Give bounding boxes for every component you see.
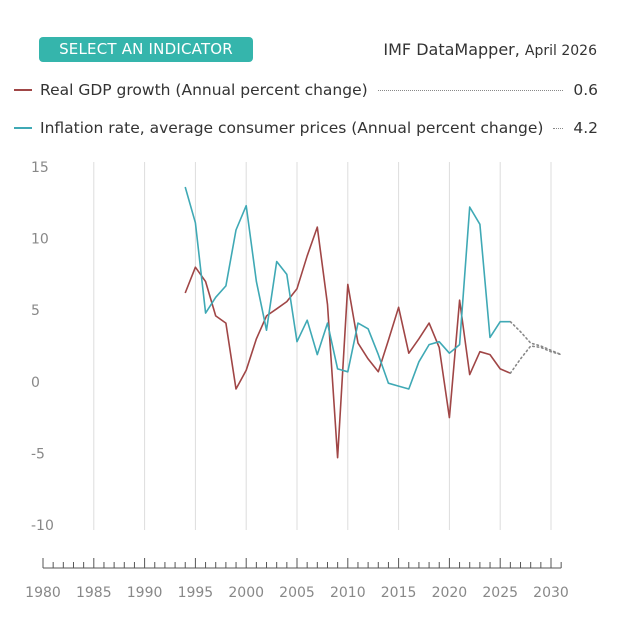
legend-leader [553,127,564,129]
legend-swatch-gdp [14,89,32,91]
y-tick-label: 5 [31,303,40,319]
y-tick-label: 15 [31,160,49,176]
x-tick-label: 1995 [178,585,214,601]
x-tick-label: 2005 [279,585,315,601]
series-projection-gdp [509,345,563,375]
y-tick-label: 0 [31,375,40,391]
source-label: IMF DataMapper, April 2026 [383,40,597,59]
y-tick-label: -5 [31,446,45,462]
x-tick-label: 2000 [228,585,264,601]
x-tick-label: 2010 [330,585,366,601]
legend-value-gdp: 0.6 [573,81,598,99]
source-edition: April 2026 [524,43,597,59]
x-tick-label: 2025 [482,585,518,601]
x-tick-label: 2020 [432,585,468,601]
x-tick-label: 1990 [127,585,163,601]
legend-label-inflation: Inflation rate, average consumer prices … [40,119,544,137]
legend-item-inflation[interactable]: Inflation rate, average consumer prices … [14,117,598,139]
x-tick-label: 1985 [76,585,112,601]
series-line-inflation [184,186,511,390]
series-line-gdp [184,226,511,459]
y-tick-label: -10 [31,518,54,534]
legend-leader [377,89,564,91]
x-tick-label: 2015 [381,585,417,601]
legend-item-gdp[interactable]: Real GDP growth (Annual percent change) … [14,79,598,101]
legend-label-gdp: Real GDP growth (Annual percent change) [40,81,368,99]
series-projection-inflation [509,320,563,356]
select-indicator-button[interactable]: SELECT AN INDICATOR [39,37,253,62]
legend-swatch-inflation [14,127,32,129]
legend-value-inflation: 4.2 [573,119,598,137]
y-tick-label: 10 [31,232,49,248]
source-name: IMF DataMapper, [383,40,520,59]
x-tick-label: 2030 [533,585,569,601]
x-tick-label: 1980 [25,585,61,601]
